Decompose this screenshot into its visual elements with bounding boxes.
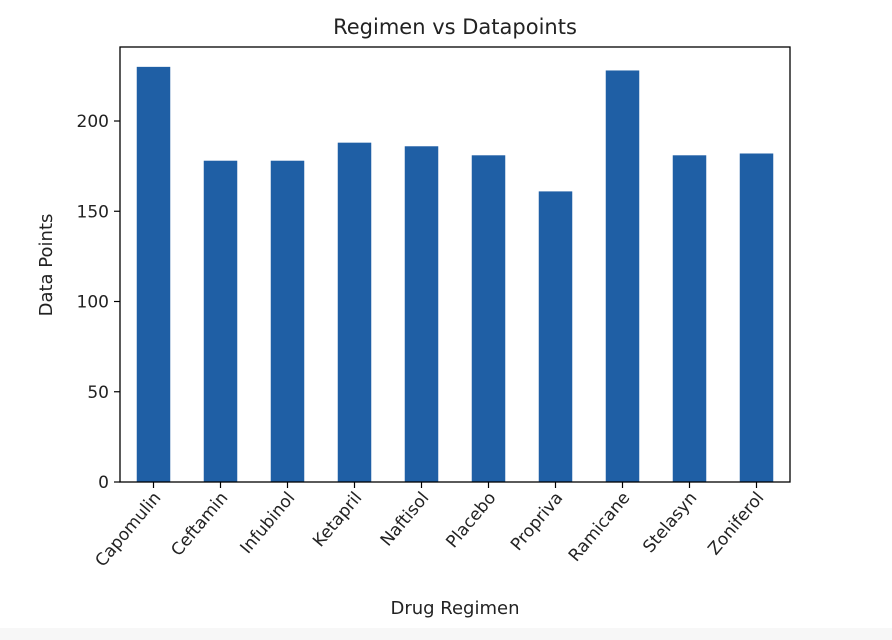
plot-frame xyxy=(119,46,791,483)
bar-propriva xyxy=(538,191,573,482)
y-tick-label: 0 xyxy=(98,473,109,493)
bars-group xyxy=(136,66,774,483)
y-axis-label: Data Points xyxy=(36,214,57,317)
y-tick-label: 100 xyxy=(77,293,109,313)
x-tick-label: Placebo xyxy=(442,488,500,552)
x-tick-label: Zoniferol xyxy=(704,488,768,559)
x-axis-ticks: Capomulin Ceftamin Infubinol Ketapril Naftis… xyxy=(91,482,768,571)
bar-stelasyn xyxy=(672,155,707,482)
x-tick-label: Infubinol xyxy=(236,488,299,558)
x-tick-label: Ceftamin xyxy=(167,488,232,560)
y-tick-label: 200 xyxy=(77,112,109,132)
bottom-strip xyxy=(0,628,892,640)
bar-ceftamin xyxy=(203,160,238,483)
x-tick-label: Stelasyn xyxy=(639,488,701,557)
y-tick-label: 50 xyxy=(87,383,109,403)
x-tick-label: Capomulin xyxy=(91,488,165,571)
bar-capomulin xyxy=(136,66,171,483)
bar-naftisol xyxy=(404,146,439,482)
bar-infubinol xyxy=(270,160,305,483)
x-tick-label: Naftisol xyxy=(377,488,434,550)
y-axis-ticks: 0 50 100 150 200 xyxy=(77,112,120,493)
x-tick-label: Ketapril xyxy=(309,488,366,551)
x-axis-label: Drug Regimen xyxy=(390,598,519,619)
chart-title: Regimen vs Datapoints xyxy=(333,15,577,39)
y-tick-label: 150 xyxy=(77,202,109,222)
bar-zoniferol xyxy=(739,153,774,482)
x-tick-label: Ramicane xyxy=(565,488,634,565)
x-tick-label: Propriva xyxy=(507,488,567,554)
bar-placebo xyxy=(471,155,506,482)
bar-ramicane xyxy=(605,70,640,483)
bar-ketapril xyxy=(337,142,372,483)
